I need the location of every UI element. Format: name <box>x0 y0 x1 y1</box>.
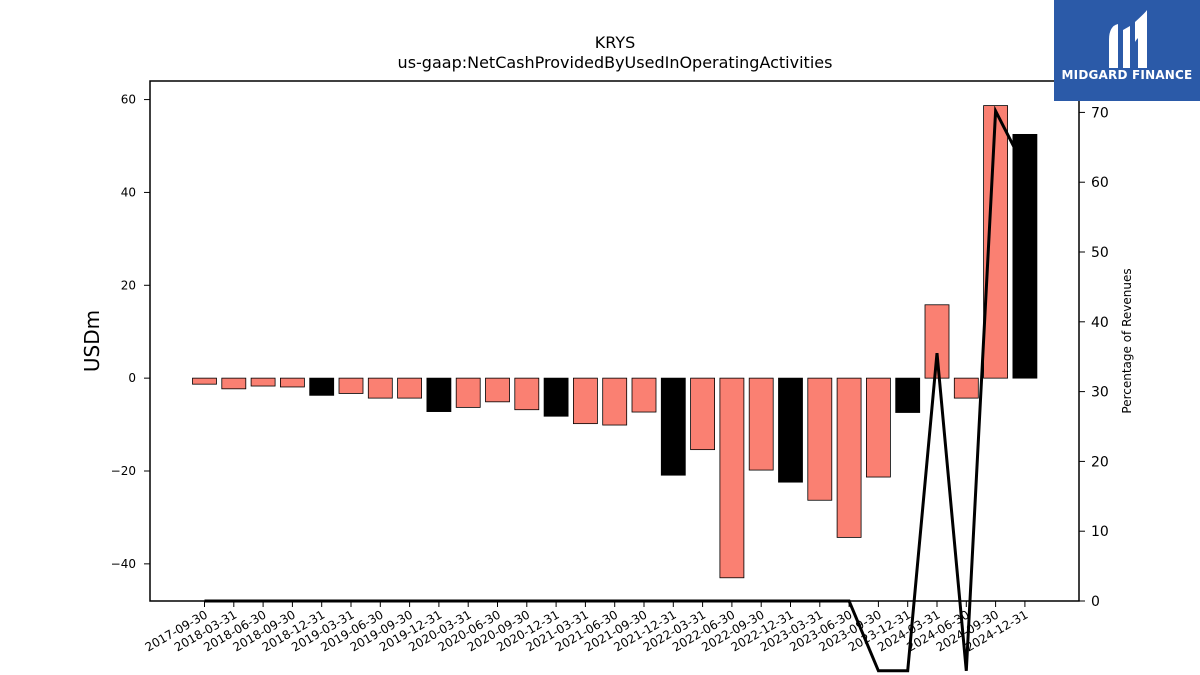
bar <box>192 377 217 385</box>
bar-series <box>192 105 1038 579</box>
y2-tick-label: 50 <box>1091 245 1109 261</box>
bar <box>514 377 540 411</box>
bar <box>778 377 803 483</box>
bar <box>983 105 1008 379</box>
bar <box>807 377 833 501</box>
bar <box>690 377 715 451</box>
bar <box>250 377 276 387</box>
y-tick-label: 60 <box>121 93 136 107</box>
bar <box>543 377 569 417</box>
logo-mark-icon <box>1109 10 1147 68</box>
y2-axis: 0 10 20 30 40 50 60 70 <box>1079 105 1109 610</box>
bar <box>221 377 247 390</box>
bar <box>309 377 335 396</box>
y2-tick-label: 20 <box>1091 454 1109 470</box>
y-tick-label: 20 <box>121 278 136 292</box>
bar <box>397 377 423 399</box>
chart-title: KRYS <box>595 33 636 52</box>
bar <box>573 377 598 425</box>
y-tick-label: 40 <box>121 185 136 199</box>
bar <box>660 377 686 476</box>
bar <box>367 377 393 399</box>
bar <box>485 377 510 403</box>
y2-tick-label: 60 <box>1091 175 1109 191</box>
logo-text: MIDGARD FINANCE <box>1061 68 1193 82</box>
y-tick-label: −20 <box>111 464 136 478</box>
bar <box>748 377 774 471</box>
bar <box>455 377 481 408</box>
y-tick-label: 0 <box>128 371 136 385</box>
bar <box>953 377 979 399</box>
bar <box>338 377 364 394</box>
y2-tick-label: 70 <box>1091 105 1109 121</box>
y2-tick-label: 10 <box>1091 524 1109 540</box>
bar <box>426 377 452 412</box>
bar <box>836 377 862 538</box>
bar <box>602 377 628 426</box>
y-axis: 60 40 20 0 −20 −40 <box>111 93 150 571</box>
brand-logo: MIDGARD FINANCE <box>1054 0 1200 101</box>
y2-tick-label: 0 <box>1091 594 1100 610</box>
y2-tick-label: 40 <box>1091 315 1109 331</box>
plot-frame <box>149 80 1080 602</box>
bar <box>866 377 891 478</box>
bar <box>1012 133 1038 379</box>
y2-axis-label: Percentage of Revenues <box>1120 268 1134 413</box>
bar <box>719 377 745 579</box>
bar <box>895 377 921 413</box>
bar <box>279 377 305 388</box>
bar <box>631 377 657 413</box>
y-tick-label: −40 <box>111 557 136 571</box>
y-axis-label: USDm <box>80 310 104 372</box>
chart-subtitle: us-gaap:NetCashProvidedByUsedInOperating… <box>398 53 833 72</box>
x-axis: 2017-09-302018-03-312018-06-302018-09-30… <box>143 601 1030 654</box>
y2-tick-label: 30 <box>1091 385 1109 401</box>
